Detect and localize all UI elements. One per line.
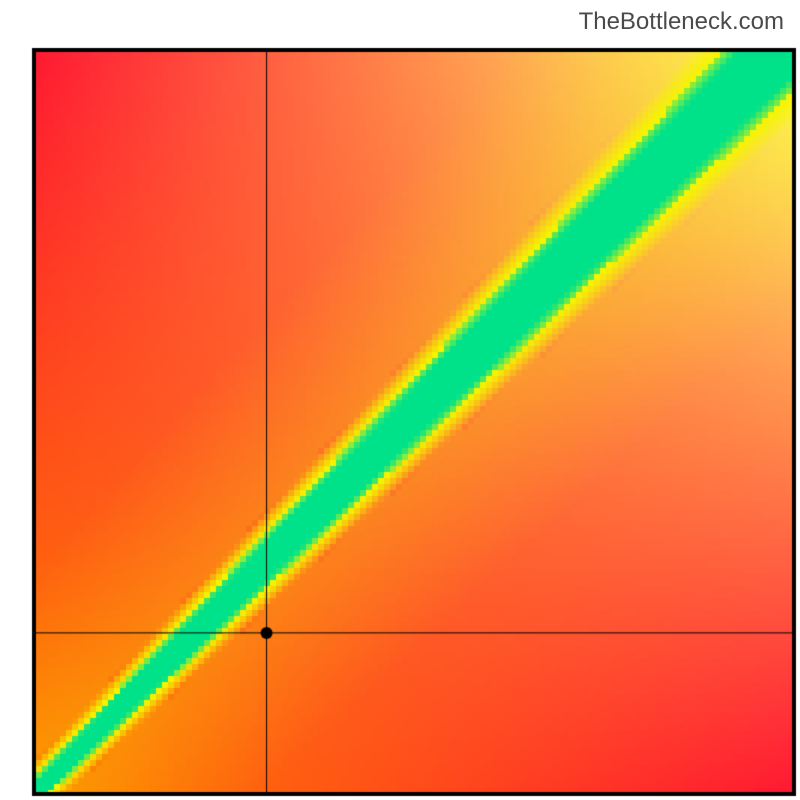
heatmap-canvas — [0, 0, 800, 800]
watermark-text: TheBottleneck.com — [579, 8, 784, 36]
chart-container: TheBottleneck.com — [0, 0, 800, 800]
